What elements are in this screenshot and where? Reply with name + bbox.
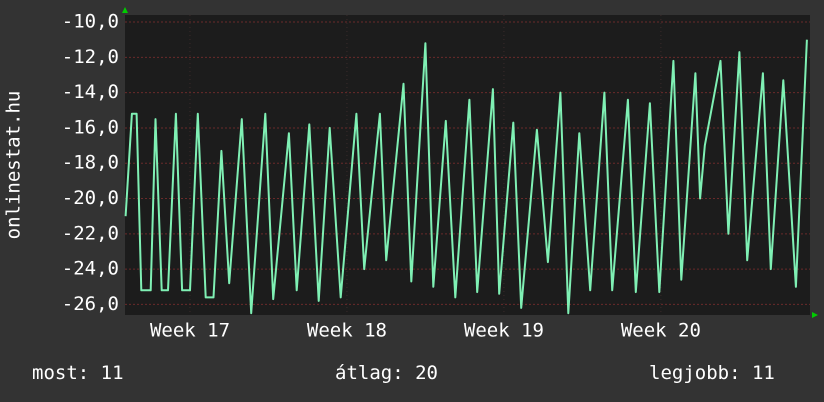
- line-series: [124, 39, 808, 315]
- y-tick-label: -14,0: [62, 81, 119, 103]
- average-value: átlag: 20: [335, 362, 438, 384]
- axis-arrow: [122, 7, 128, 13]
- x-tick-label: Week 18: [307, 320, 387, 342]
- y-tick-label: -22,0: [62, 222, 119, 244]
- y-tick-label: -18,0: [62, 152, 119, 174]
- y-tick-label: -10,0: [62, 11, 119, 33]
- x-tick-label: Week 20: [621, 320, 701, 342]
- x-tick-label: Week 19: [464, 320, 544, 342]
- y-tick-label: -16,0: [62, 116, 119, 138]
- current-value: most: 11: [32, 362, 124, 384]
- axis-arrow: [812, 312, 818, 318]
- y-tick-label: -24,0: [62, 258, 119, 280]
- y-tick-label: -26,0: [62, 293, 119, 315]
- y-tick-label: -20,0: [62, 187, 119, 209]
- y-tick-label: -12,0: [62, 46, 119, 68]
- y-axis-label: onlinestat.hu: [3, 91, 25, 240]
- x-tick-label: Week 17: [150, 320, 230, 342]
- best-value: legjobb: 11: [649, 362, 775, 384]
